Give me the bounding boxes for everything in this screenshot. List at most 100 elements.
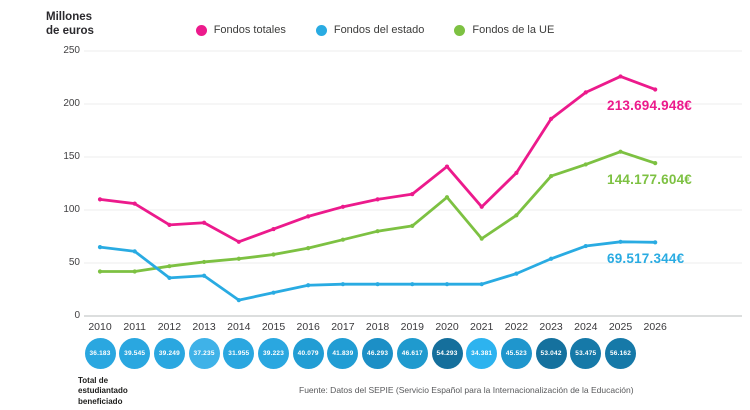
data-point-marker bbox=[583, 90, 588, 95]
data-point-marker bbox=[410, 223, 415, 228]
data-point-marker bbox=[653, 161, 658, 166]
data-point-marker bbox=[583, 243, 588, 249]
x-axis-label: 2026 bbox=[643, 321, 667, 333]
x-axis-label: 2024 bbox=[574, 321, 598, 333]
y-axis-label: 250 bbox=[63, 45, 80, 56]
data-point-marker bbox=[202, 273, 207, 278]
data-point-marker bbox=[97, 197, 103, 202]
data-point-marker bbox=[618, 149, 623, 154]
students-circle-2021: 34.381 bbox=[466, 338, 498, 369]
students-circle-2018: 46.293 bbox=[362, 338, 394, 369]
data-point-marker bbox=[271, 226, 276, 232]
data-point-marker bbox=[549, 173, 554, 179]
series-value-annotation: 69.517.344€ bbox=[607, 251, 685, 267]
data-point-marker bbox=[444, 282, 450, 287]
data-point-marker bbox=[306, 246, 311, 251]
line-series-fondos-de-la-ue bbox=[98, 150, 657, 273]
x-axis-label: 2011 bbox=[123, 321, 146, 333]
data-point-marker bbox=[444, 195, 450, 200]
data-point-marker bbox=[514, 170, 519, 175]
data-point-marker bbox=[202, 259, 207, 265]
line-series-fondos-totales bbox=[98, 75, 657, 244]
data-point-marker bbox=[444, 164, 450, 169]
legend-label: Fondos de la UE bbox=[472, 24, 555, 36]
data-point-marker bbox=[410, 192, 415, 197]
legend-item-fondos-de-la-ue: Fondos de la UE bbox=[454, 24, 554, 36]
x-axis-label: 2013 bbox=[192, 321, 216, 333]
data-point-marker bbox=[375, 282, 380, 287]
data-point-marker bbox=[340, 237, 345, 242]
students-total-label-line1: Total de bbox=[78, 376, 109, 385]
legend-label: Fondos totales bbox=[213, 24, 286, 36]
y-axis-label: 200 bbox=[63, 98, 80, 109]
data-point-marker bbox=[132, 269, 137, 274]
students-total-label-line2: estudiantado bbox=[78, 386, 128, 396]
data-point-marker bbox=[653, 87, 658, 92]
x-axis-label: 2021 bbox=[470, 321, 494, 333]
students-circle-2016: 40.079 bbox=[292, 338, 324, 369]
y-axis-label: 100 bbox=[63, 204, 80, 215]
series-value-annotation: 144.177.604€ bbox=[607, 172, 692, 188]
data-point-marker bbox=[167, 275, 172, 280]
data-point-marker bbox=[340, 282, 345, 287]
data-point-marker bbox=[132, 249, 137, 254]
chart-legend: Fondos totales Fondos del estado Fondos de… bbox=[0, 24, 750, 36]
data-point-marker bbox=[236, 256, 241, 261]
series-value-annotation: 213.694.948€ bbox=[607, 98, 692, 114]
students-circle-2023: 53.042 bbox=[535, 338, 567, 369]
data-point-marker bbox=[479, 204, 484, 209]
data-point-marker bbox=[479, 236, 484, 241]
y-axis-title-line1: Millones bbox=[46, 11, 93, 23]
x-axis-label: 2020 bbox=[435, 321, 459, 333]
students-circle-2025: 56.162 bbox=[605, 338, 636, 369]
x-axis-label: 2025 bbox=[608, 321, 633, 333]
data-point-marker bbox=[653, 240, 658, 245]
data-point-marker bbox=[583, 162, 588, 167]
legend-dot-icon bbox=[195, 24, 207, 36]
students-circle-2020: 54.293 bbox=[431, 338, 463, 369]
data-point-marker bbox=[375, 197, 380, 202]
data-point-marker bbox=[549, 256, 554, 261]
data-point-marker bbox=[97, 269, 103, 274]
students-total-label-line3: beneficiado bbox=[78, 396, 123, 406]
students-circle-2014: 31.955 bbox=[223, 338, 255, 369]
students-circle-2010: 36.183 bbox=[84, 338, 116, 369]
y-axis-label: 150 bbox=[63, 151, 80, 162]
data-point-marker bbox=[514, 213, 519, 218]
data-point-marker bbox=[306, 283, 311, 288]
data-point-marker bbox=[236, 239, 241, 244]
data-point-marker bbox=[271, 290, 276, 295]
x-axis-label: 2016 bbox=[296, 321, 320, 333]
x-axis-label: 2019 bbox=[400, 321, 424, 333]
legend-item-fondos-del-estado: Fondos del estado bbox=[315, 24, 424, 36]
data-point-marker bbox=[410, 282, 415, 287]
students-circle-2013: 37.235 bbox=[188, 338, 220, 369]
students-circle-2022: 45.523 bbox=[500, 338, 532, 369]
data-point-marker bbox=[618, 74, 623, 79]
x-axis-label: 2023 bbox=[539, 321, 563, 333]
legend-item-fondos-totales: Fondos totales bbox=[195, 24, 286, 36]
data-point-marker bbox=[202, 220, 207, 225]
data-point-marker bbox=[236, 298, 241, 303]
students-circle-2017: 41.839 bbox=[327, 338, 359, 369]
students-circle-2011: 39.545 bbox=[119, 338, 151, 369]
students-circle-2024: 53.475 bbox=[570, 338, 602, 369]
data-point-marker bbox=[167, 264, 172, 269]
y-axis-title-line2: de euros bbox=[46, 25, 94, 38]
x-axis-label: 2017 bbox=[331, 321, 355, 333]
x-axis-label: 2012 bbox=[157, 321, 182, 333]
data-point-marker bbox=[97, 245, 103, 250]
x-axis-label: 2010 bbox=[88, 321, 112, 333]
data-point-marker bbox=[167, 222, 172, 227]
legend-dot-icon bbox=[454, 24, 466, 36]
data-point-marker bbox=[271, 252, 276, 257]
data-point-marker bbox=[306, 214, 311, 219]
data-point-marker bbox=[132, 201, 137, 206]
data-point-marker bbox=[375, 229, 380, 234]
x-axis-label: 2014 bbox=[227, 321, 251, 333]
students-circle-2015: 39.223 bbox=[258, 338, 289, 369]
data-point-marker bbox=[549, 116, 554, 121]
line-series-fondos-del-estado bbox=[98, 240, 657, 302]
